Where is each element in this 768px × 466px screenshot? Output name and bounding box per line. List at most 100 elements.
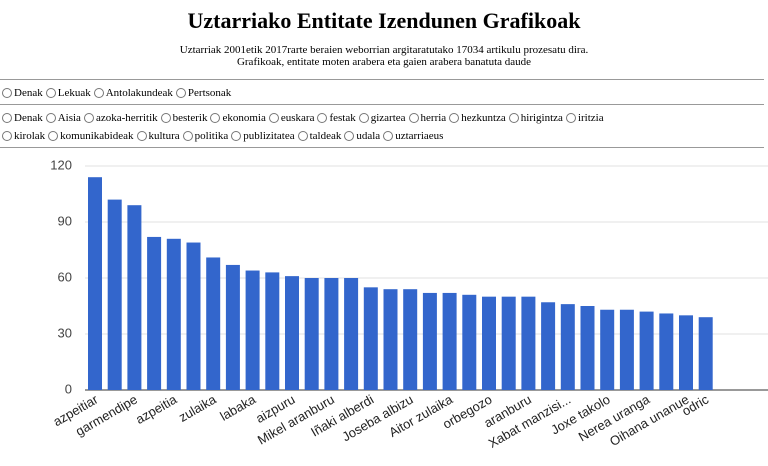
radio-option[interactable]: udala (344, 128, 380, 144)
radio-option[interactable]: ekonomia (210, 110, 266, 126)
y-tick-label: 90 (58, 213, 72, 228)
radio-button[interactable] (2, 131, 12, 141)
radio-label[interactable]: herria (420, 112, 447, 124)
radio-option[interactable]: besterik (160, 110, 208, 126)
radio-button[interactable] (231, 131, 242, 141)
bar (600, 309, 615, 390)
y-tick-label: 120 (50, 157, 72, 172)
chart: 0306090120azpeitiargarmendipeazpeitiazul… (50, 157, 768, 451)
bar (245, 270, 260, 390)
bar (639, 311, 654, 390)
radio-option[interactable]: taldeak (297, 128, 342, 144)
bar (698, 317, 713, 390)
radio-label[interactable]: taldeak (309, 130, 342, 142)
bar (482, 296, 496, 390)
radio-option[interactable]: euskara (268, 110, 315, 126)
radio-option[interactable]: Lekuak (45, 85, 91, 101)
divider (0, 104, 764, 105)
radio-option[interactable]: festak (317, 110, 356, 126)
radio-button[interactable] (45, 88, 56, 98)
radio-button[interactable] (136, 131, 147, 141)
radio-button[interactable] (449, 113, 460, 123)
radio-option[interactable]: herria (408, 110, 447, 126)
radio-label[interactable]: Antolakundeak (105, 87, 173, 99)
radio-label[interactable]: hezkuntza (461, 112, 506, 124)
radio-label[interactable]: komunikabideak (60, 130, 134, 142)
bar (88, 177, 102, 390)
bar (225, 264, 240, 390)
radio-label[interactable]: Denak (14, 87, 43, 99)
radio-label[interactable]: besterik (172, 112, 208, 124)
y-tick-label: 60 (58, 269, 72, 284)
radio-label[interactable]: iritzia (577, 112, 604, 124)
radio-button[interactable] (268, 113, 279, 123)
radio-option[interactable]: hirigintza (508, 110, 563, 126)
radio-label[interactable]: kirolak (14, 130, 46, 142)
radio-label[interactable]: udala (356, 130, 381, 142)
radio-option[interactable]: Denak (2, 85, 43, 101)
radio-option[interactable]: uztarriaeus (383, 128, 443, 144)
y-tick-label: 30 (58, 325, 72, 340)
radio-button[interactable] (358, 113, 369, 123)
radio-button[interactable] (160, 113, 171, 123)
radio-label[interactable]: Denak (14, 112, 43, 124)
radio-option[interactable]: hezkuntza (449, 110, 506, 126)
radio-label[interactable]: kultura (148, 130, 180, 142)
radio-button[interactable] (182, 131, 193, 141)
radio-option[interactable]: kultura (136, 128, 180, 144)
radio-button[interactable] (383, 131, 394, 141)
bar (127, 205, 142, 390)
radio-label[interactable]: Lekuak (57, 87, 91, 99)
radio-option[interactable]: Denak (2, 110, 43, 126)
bar (541, 302, 556, 390)
topic-filter: Denak Aisia azoka-herritik besterik ekonomia… (2, 110, 642, 146)
radio-option[interactable]: kirolak (2, 128, 45, 144)
radio-option[interactable]: komunikabideak (48, 128, 134, 144)
bar (107, 199, 122, 390)
bar (265, 272, 280, 390)
radio-button[interactable] (45, 113, 56, 123)
radio-button[interactable] (565, 113, 576, 123)
radio-button[interactable] (48, 131, 59, 141)
radio-button[interactable] (317, 113, 328, 123)
bar (501, 296, 516, 390)
radio-label[interactable]: gizartea (370, 112, 406, 124)
radio-label[interactable]: politika (194, 130, 229, 142)
radio-option[interactable]: gizartea (358, 110, 406, 126)
bar (186, 242, 201, 390)
radio-label[interactable]: festak (329, 112, 356, 124)
radio-label[interactable]: publizitatea (243, 130, 295, 142)
radio-button[interactable] (83, 113, 94, 123)
radio-button[interactable] (408, 113, 419, 123)
radio-label[interactable]: euskara (280, 112, 315, 124)
radio-button[interactable] (210, 113, 221, 123)
radio-button[interactable] (344, 131, 355, 141)
radio-button[interactable] (93, 88, 104, 98)
radio-button[interactable] (297, 131, 308, 141)
radio-label[interactable]: Aisia (57, 112, 81, 124)
radio-option[interactable]: azoka-herritik (83, 110, 158, 126)
radio-option[interactable]: publizitatea (231, 128, 295, 144)
radio-label[interactable]: hirigintza (520, 112, 563, 124)
radio-label[interactable]: azoka-herritik (95, 112, 158, 124)
radio-option[interactable]: Pertsonak (175, 85, 232, 101)
radio-button[interactable] (175, 88, 186, 98)
radio-button[interactable] (2, 113, 12, 123)
bar (383, 289, 398, 390)
entity-type-filter: Denak Lekuak Antolakundeak Pertsonak (2, 85, 234, 103)
radio-option[interactable]: iritzia (565, 110, 604, 126)
radio-button[interactable] (508, 113, 519, 123)
bar (147, 236, 162, 390)
radio-button[interactable] (2, 88, 12, 98)
x-tick-label: azpeitia (133, 391, 180, 427)
bar (363, 287, 378, 390)
radio-label[interactable]: ekonomia (222, 112, 266, 124)
radio-label[interactable]: Pertsonak (187, 87, 232, 99)
radio-label[interactable]: uztarriaeus (395, 130, 444, 142)
x-tick-label: zulaika (176, 391, 219, 425)
radio-option[interactable]: Antolakundeak (93, 85, 173, 101)
radio-option[interactable]: politika (182, 128, 229, 144)
subtitle: Uztarriak 2001etik 2017rarte beraien web… (0, 44, 768, 68)
radio-option[interactable]: Aisia (45, 110, 81, 126)
